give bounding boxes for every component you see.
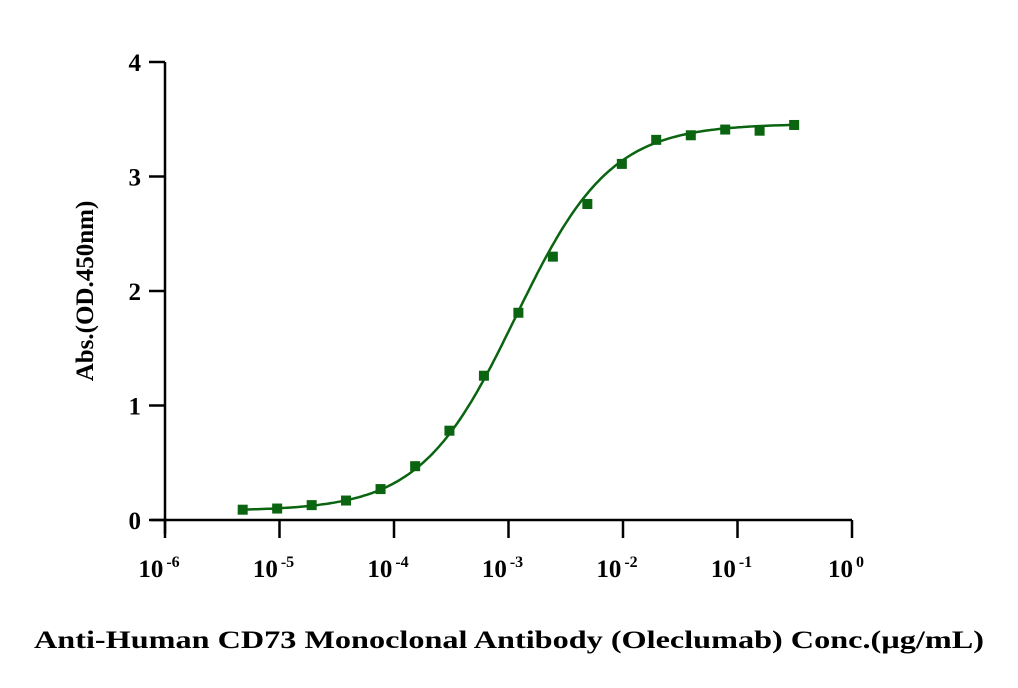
x-tick-base: 10 [367, 556, 392, 583]
x-tick-base: 10 [596, 556, 621, 583]
data-point [720, 124, 731, 135]
data-point [306, 500, 317, 511]
data-point [616, 158, 627, 169]
x-tick-base: 10 [253, 556, 278, 583]
data-point [444, 425, 455, 436]
x-tick-exponent: -1 [739, 554, 752, 571]
x-tick-base: 10 [828, 556, 853, 583]
y-tick-label: 0 [129, 508, 142, 535]
x-tick-label: 10 -4 [367, 554, 408, 583]
data-point [651, 134, 662, 145]
data-point [410, 461, 421, 472]
x-tick-exponent: 0 [856, 554, 864, 571]
data-point [789, 119, 800, 130]
x-axis-title: Anti-Human CD73 Monoclonal Antibody (Ole… [34, 627, 984, 654]
x-tick-exponent: -6 [166, 554, 179, 571]
x-tick-label: 10 -1 [711, 554, 752, 583]
x-tick-base: 10 [711, 556, 736, 583]
y-tick-label: 4 [129, 50, 142, 77]
x-tick-exponent: -3 [510, 554, 523, 571]
x-tick-label: 10 0 [828, 554, 864, 583]
x-tick-label: 10 -5 [253, 554, 294, 583]
data-points-layer [237, 119, 800, 515]
data-point [478, 370, 489, 381]
data-point [375, 484, 386, 495]
y-tick-label: 2 [129, 279, 142, 306]
x-tick-label: 10 -3 [482, 554, 523, 583]
data-point [513, 307, 524, 318]
axes [149, 60, 854, 538]
data-point [341, 495, 352, 506]
data-point [582, 198, 593, 209]
x-tick-label: 10 -6 [138, 554, 179, 583]
x-tick-exponent: -2 [624, 554, 637, 571]
data-point [272, 503, 283, 514]
data-point [754, 125, 765, 136]
data-point [685, 130, 696, 141]
x-tick-exponent: -5 [281, 554, 294, 571]
x-tick-exponent: -4 [395, 554, 408, 571]
x-tick-label: 10 -2 [596, 554, 637, 583]
x-tick-base: 10 [482, 556, 507, 583]
data-point [547, 251, 558, 262]
data-point [237, 504, 248, 515]
y-tick-label: 3 [129, 165, 142, 192]
y-tick-label: 1 [129, 394, 142, 421]
y-axis-title: Abs.(OD.450nm) [72, 201, 99, 382]
x-tick-base: 10 [138, 556, 163, 583]
